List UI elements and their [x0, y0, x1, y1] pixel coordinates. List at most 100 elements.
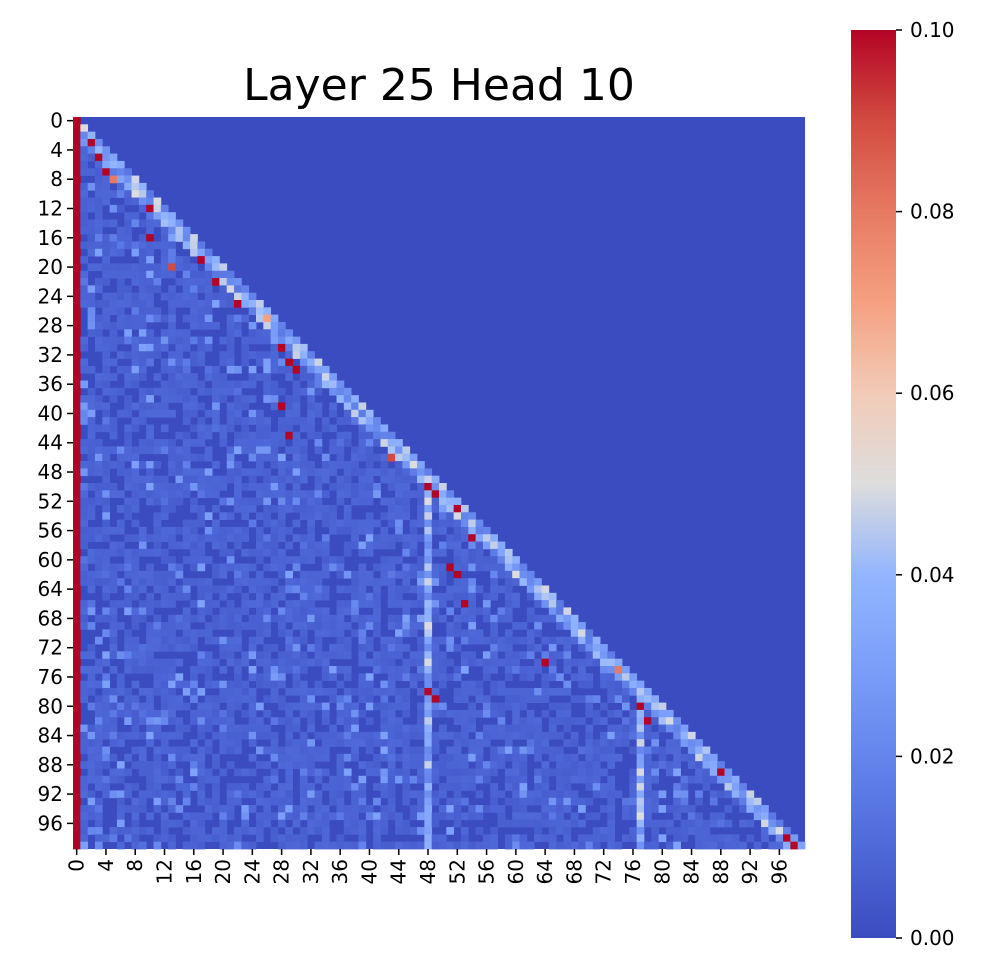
heatmap-cell	[175, 380, 184, 389]
heatmap-cell	[219, 431, 228, 440]
heatmap-cell	[80, 153, 89, 162]
heatmap-cell	[277, 841, 286, 850]
heatmap-cell	[248, 790, 257, 799]
heatmap-cell	[512, 761, 520, 769]
heatmap-cell	[241, 292, 250, 301]
y-tick-label: 24	[38, 284, 63, 308]
heatmap-cell	[409, 563, 418, 572]
heatmap-cell	[409, 585, 418, 594]
heatmap-cell	[219, 541, 228, 550]
heatmap-cell	[373, 731, 381, 740]
heatmap-cell	[168, 439, 176, 447]
heatmap-cell	[219, 387, 228, 396]
heatmap-cell	[270, 490, 279, 499]
heatmap-cell	[775, 834, 784, 843]
heatmap-cell	[226, 607, 235, 616]
heatmap-cell	[365, 592, 374, 601]
heatmap-cell	[160, 475, 169, 484]
heatmap-cell	[160, 622, 169, 630]
heatmap-cell	[102, 153, 110, 162]
heatmap-cell	[307, 709, 315, 718]
heatmap-cell	[329, 790, 337, 799]
heatmap-cell	[153, 753, 162, 762]
heatmap-cell	[175, 497, 184, 506]
heatmap-cell	[563, 636, 572, 645]
heatmap-cell	[234, 687, 242, 696]
heatmap-cell	[717, 819, 725, 828]
heatmap-cell	[116, 600, 125, 608]
heatmap-cell	[197, 753, 206, 762]
heatmap-cell	[343, 753, 352, 762]
heatmap-cell	[446, 761, 455, 769]
heatmap-cell	[94, 226, 103, 235]
heatmap-cell	[73, 197, 81, 206]
heatmap-cell	[153, 461, 162, 469]
heatmap-cell	[343, 651, 352, 660]
heatmap-cell	[424, 636, 433, 645]
heatmap-cell	[351, 526, 359, 535]
heatmap-cell	[651, 819, 659, 828]
heatmap-cell	[94, 753, 103, 762]
heatmap-cell	[373, 834, 381, 843]
heatmap-cell	[73, 607, 81, 616]
heatmap-cell	[80, 819, 89, 828]
heatmap-cell	[190, 673, 198, 682]
heatmap-cell	[460, 812, 469, 821]
heatmap-cell	[212, 622, 220, 630]
heatmap-cell	[329, 424, 337, 433]
heatmap-cell	[182, 300, 191, 308]
heatmap-cell	[629, 687, 638, 696]
heatmap-cell	[380, 658, 389, 667]
heatmap-cell	[321, 834, 330, 843]
heatmap-cell	[417, 761, 425, 769]
heatmap-cell	[534, 666, 542, 674]
heatmap-cell	[380, 746, 389, 755]
heatmap-cell	[417, 600, 425, 608]
heatmap-cell	[102, 380, 110, 389]
heatmap-cell	[548, 702, 557, 711]
heatmap-cell	[94, 497, 103, 506]
heatmap-cell	[190, 819, 198, 828]
heatmap-cell	[175, 724, 184, 733]
heatmap-cell	[687, 775, 696, 784]
heatmap-cell	[680, 827, 689, 835]
heatmap-cell	[212, 805, 220, 813]
heatmap-cell	[234, 563, 242, 572]
heatmap-cell	[94, 138, 103, 147]
heatmap-cell	[270, 695, 279, 703]
heatmap-cell	[424, 768, 433, 777]
heatmap-cell	[204, 490, 213, 499]
heatmap-cell	[80, 483, 89, 491]
heatmap-cell	[168, 746, 176, 755]
heatmap-cell	[292, 497, 301, 506]
heatmap-cell	[109, 395, 118, 403]
heatmap-cell	[168, 321, 176, 330]
heatmap-cell	[534, 797, 542, 806]
heatmap-cell	[556, 753, 564, 762]
heatmap-cell	[197, 541, 206, 550]
heatmap-cell	[358, 651, 367, 660]
heatmap-cell	[285, 424, 293, 433]
heatmap-cell	[395, 483, 403, 491]
heatmap-cell	[80, 439, 89, 447]
heatmap-cell	[270, 439, 279, 447]
heatmap-cell	[73, 461, 81, 469]
heatmap-cell	[351, 724, 359, 733]
heatmap-cell	[541, 761, 550, 769]
heatmap-cell	[256, 548, 264, 557]
heatmap-cell	[197, 578, 206, 586]
heatmap-cell	[190, 278, 198, 286]
heatmap-cell	[629, 731, 638, 740]
heatmap-cell	[314, 358, 323, 367]
heatmap-cell	[87, 241, 96, 250]
heatmap-cell	[365, 431, 374, 440]
heatmap-cell	[256, 483, 264, 491]
heatmap-cell	[636, 746, 645, 755]
heatmap-cell	[102, 468, 110, 477]
heatmap-cell	[622, 724, 630, 733]
heatmap-cell	[299, 797, 308, 806]
heatmap-cell	[80, 146, 89, 154]
heatmap-cell	[131, 197, 140, 206]
heatmap-cell	[402, 607, 411, 616]
heatmap-cell	[460, 548, 469, 557]
